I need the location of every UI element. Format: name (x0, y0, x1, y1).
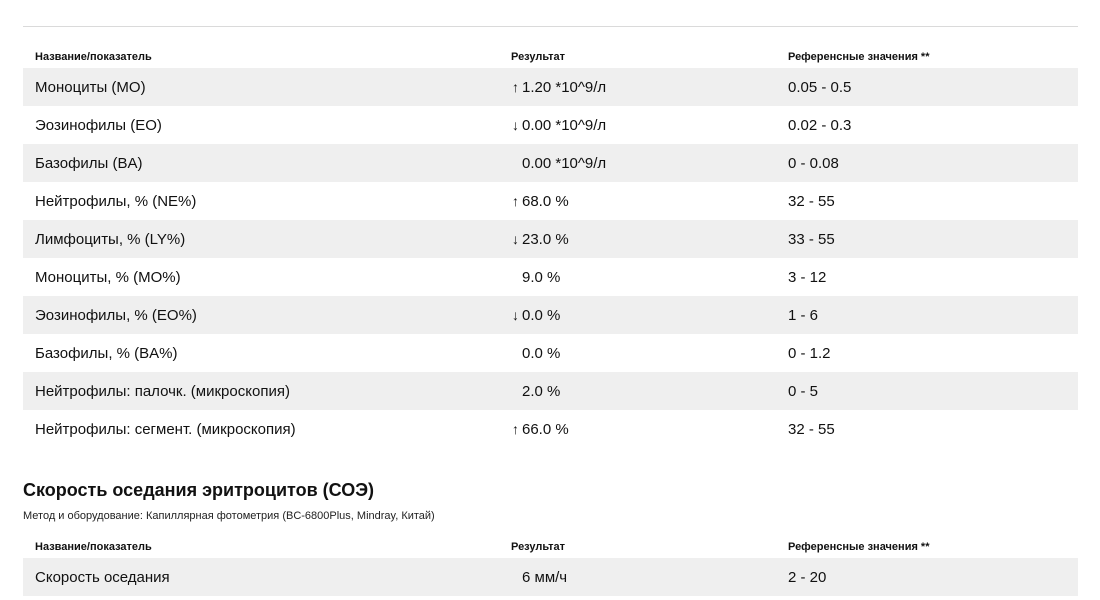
row-result: ↓ 23.0 % (505, 231, 782, 248)
section-title: Скорость оседания эритроцитов (СОЭ) (23, 480, 374, 500)
result-value: 23.0 % (522, 230, 569, 248)
header-result: Результат (511, 51, 566, 63)
arrow-down-icon: ↓ (512, 231, 519, 247)
row-reference: 0 - 0.08 (788, 154, 839, 172)
table-row: Лимфоциты, % (LY%) ↓ 23.0 % 33 - 55 (23, 220, 1078, 258)
row-name: Эозинофилы (EO) (35, 116, 162, 134)
result-value: 0.00 *10^9/л (522, 154, 607, 172)
arrow-down-icon: ↓ (512, 307, 519, 323)
row-name: Нейтрофилы, % (NE%) (35, 192, 197, 210)
row-result: 0.00 *10^9/л (505, 155, 782, 172)
row-result: ↑ 1.20 *10^9/л (505, 79, 782, 96)
table-header: Название/показатель Результат Референсны… (23, 536, 1078, 558)
row-result: ↓ 0.0 % (505, 307, 782, 324)
header-name: Название/показатель (35, 541, 152, 553)
header-name: Название/показатель (35, 51, 152, 63)
row-reference: 3 - 12 (788, 268, 827, 286)
result-value: 68.0 % (522, 192, 569, 210)
result-value: 0.0 % (522, 306, 561, 324)
table-row: Нейтрофилы, % (NE%) ↑ 68.0 % 32 - 55 (23, 182, 1078, 220)
arrow-down-icon: ↓ (512, 117, 519, 133)
row-name: Нейтрофилы: палочк. (микроскопия) (35, 382, 290, 400)
row-name: Моноциты, % (MO%) (35, 268, 181, 286)
row-reference: 0.05 - 0.5 (788, 78, 852, 96)
row-result: ↑ 66.0 % (505, 421, 782, 438)
row-reference: 32 - 55 (788, 192, 835, 210)
row-name: Скорость оседания (35, 568, 170, 586)
result-value: 9.0 % (522, 268, 561, 286)
row-result: 2.0 % (505, 383, 782, 400)
table-row: Нейтрофилы: палочк. (микроскопия) 2.0 % 0 … (23, 372, 1078, 410)
row-reference: 33 - 55 (788, 230, 835, 248)
table-row: Базофилы, % (BA%) 0.0 % 0 - 1.2 (23, 334, 1078, 372)
row-name: Базофилы (BA) (35, 154, 143, 172)
header-result: Результат (511, 541, 566, 553)
blood-count-table: Название/показатель Результат Референсны… (23, 46, 1078, 448)
row-name: Эозинофилы, % (EO%) (35, 306, 197, 324)
result-value: 6 мм/ч (522, 568, 568, 586)
row-reference: 0 - 1.2 (788, 344, 831, 362)
result-value: 0.0 % (522, 344, 561, 362)
top-divider (23, 26, 1078, 27)
arrow-up-icon: ↑ (512, 421, 519, 437)
row-name: Лимфоциты, % (LY%) (35, 230, 186, 248)
row-name: Нейтрофилы: сегмент. (микроскопия) (35, 420, 296, 438)
method-text: Метод и оборудование: Капиллярная фотоме… (23, 510, 435, 522)
table-row: Моноциты, % (MO%) 9.0 % 3 - 12 (23, 258, 1078, 296)
row-reference: 0 - 5 (788, 382, 819, 400)
table-row: Базофилы (BA) 0.00 *10^9/л 0 - 0.08 (23, 144, 1078, 182)
row-result: 9.0 % (505, 269, 782, 286)
row-reference: 32 - 55 (788, 420, 835, 438)
row-reference: 1 - 6 (788, 306, 819, 324)
row-result: 0.0 % (505, 345, 782, 362)
row-name: Базофилы, % (BA%) (35, 344, 178, 362)
row-name: Моноциты (MO) (35, 78, 146, 96)
table-row: Нейтрофилы: сегмент. (микроскопия) ↑ 66.0 … (23, 410, 1078, 448)
row-result: ↑ 68.0 % (505, 193, 782, 210)
row-reference: 2 - 20 (788, 568, 827, 586)
header-reference: Референсные значения ** (788, 51, 930, 63)
table-header: Название/показатель Результат Референсны… (23, 46, 1078, 68)
arrow-up-icon: ↑ (512, 193, 519, 209)
row-reference: 0.02 - 0.3 (788, 116, 852, 134)
table-row: Моноциты (MO) ↑ 1.20 *10^9/л 0.05 - 0.5 (23, 68, 1078, 106)
result-value: 2.0 % (522, 382, 561, 400)
result-value: 1.20 *10^9/л (522, 78, 607, 96)
result-value: 0.00 *10^9/л (522, 116, 607, 134)
table-row: Скорость оседания 6 мм/ч 2 - 20 (23, 558, 1078, 596)
table-row: Эозинофилы (EO) ↓ 0.00 *10^9/л 0.02 - 0.3 (23, 106, 1078, 144)
result-value: 66.0 % (522, 420, 569, 438)
row-result: 6 мм/ч (505, 569, 782, 586)
arrow-up-icon: ↑ (512, 79, 519, 95)
table-row: Эозинофилы, % (EO%) ↓ 0.0 % 1 - 6 (23, 296, 1078, 334)
header-reference: Референсные значения ** (788, 541, 930, 553)
esr-table: Название/показатель Результат Референсны… (23, 536, 1078, 596)
row-result: ↓ 0.00 *10^9/л (505, 117, 782, 134)
